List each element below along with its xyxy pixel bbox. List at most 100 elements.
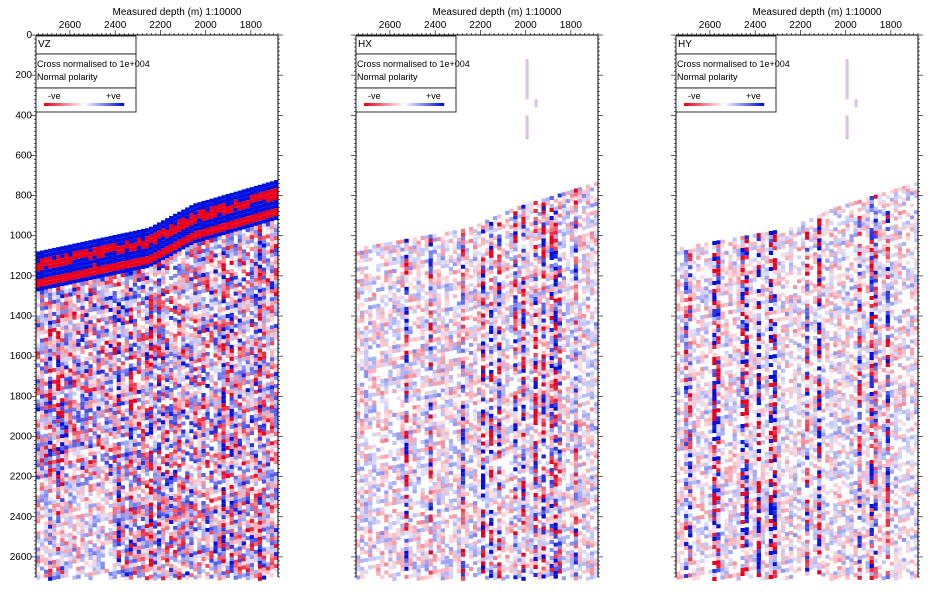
- heat-cell: [226, 202, 230, 206]
- heat-cell: [36, 343, 40, 347]
- heat-cell: [262, 196, 266, 200]
- heat-cell: [250, 223, 254, 227]
- heat-cell: [93, 523, 97, 527]
- heat-cell: [165, 342, 169, 346]
- heat-cell: [125, 273, 129, 277]
- heat-cell: [145, 276, 149, 280]
- heat-cell: [80, 570, 84, 574]
- heat-cell: [222, 275, 226, 279]
- heat-cell: [145, 540, 149, 544]
- heat-cell: [137, 326, 141, 330]
- heat-cell: [101, 490, 105, 494]
- heat-cell: [189, 549, 193, 553]
- heat-cell: [169, 216, 173, 220]
- heat-cell: [181, 442, 185, 446]
- heat-cell: [36, 267, 40, 271]
- heat-cell: [173, 542, 177, 546]
- heat-cell: [153, 401, 157, 405]
- heat-cell: [157, 266, 161, 270]
- heat-cell: [93, 467, 97, 471]
- heat-cell: [250, 463, 254, 467]
- heat-cell: [105, 381, 109, 385]
- heat-cell: [193, 319, 197, 323]
- heat-cell: [242, 265, 246, 269]
- heat-cell: [141, 441, 145, 445]
- heat-cell: [129, 320, 133, 324]
- heat-cell: [52, 428, 56, 432]
- heat-cell: [97, 423, 101, 427]
- heat-cell: [161, 256, 165, 260]
- heat-cell: [169, 408, 173, 412]
- heat-cell: [226, 226, 230, 230]
- heat-cell: [121, 525, 125, 529]
- heat-cell: [141, 317, 145, 321]
- heat-cell: [48, 377, 52, 381]
- heat-cell: [56, 547, 60, 551]
- heat-cell: [129, 272, 133, 276]
- heat-cell: [238, 203, 242, 207]
- heat-cell: [88, 540, 92, 544]
- heat-cell: [161, 356, 165, 360]
- heat-cell: [149, 519, 153, 523]
- heat-cell: [76, 507, 80, 511]
- heat-cell: [101, 290, 105, 294]
- heat-cell: [246, 196, 250, 200]
- heat-cell: [238, 227, 242, 231]
- heat-cell: [266, 210, 270, 214]
- heat-cell: [214, 266, 218, 270]
- heat-cell: [197, 282, 201, 286]
- heat-cell: [117, 258, 121, 262]
- heat-cell: [230, 445, 234, 449]
- heat-cell: [52, 540, 56, 544]
- heat-cell: [97, 263, 101, 267]
- heat-cell: [40, 471, 44, 475]
- heat-cell: [76, 547, 80, 551]
- heat-cell: [197, 566, 201, 570]
- heat-cell: [193, 347, 197, 351]
- heat-cell: [177, 308, 181, 312]
- heat-cell: [88, 392, 92, 396]
- heat-cell: [137, 370, 141, 374]
- heat-cell: [185, 255, 189, 259]
- heat-cell: [145, 464, 149, 468]
- heat-cell: [234, 404, 238, 408]
- heat-cell: [214, 466, 218, 470]
- heat-cell: [80, 426, 84, 430]
- heat-cell: [72, 260, 76, 264]
- heat-cell: [44, 282, 48, 286]
- heat-cell: [48, 421, 52, 425]
- heat-cell: [222, 523, 226, 527]
- heat-cell: [193, 519, 197, 523]
- heat-cell: [84, 241, 88, 245]
- heat-cell: [68, 393, 72, 397]
- heat-cell: [262, 236, 266, 240]
- heat-cell: [117, 538, 121, 542]
- heat-cell: [242, 397, 246, 401]
- heat-cell: [173, 254, 177, 258]
- heat-cell: [205, 208, 209, 212]
- heat-cell: [185, 487, 189, 491]
- heat-cell: [173, 250, 177, 254]
- heat-cell: [246, 220, 250, 224]
- heat-cell: [80, 290, 84, 294]
- heat-cell: [185, 451, 189, 455]
- heat-cell: [48, 365, 52, 369]
- heat-cell: [238, 239, 242, 243]
- heat-cell: [189, 253, 193, 257]
- heat-cell: [84, 417, 88, 421]
- heat-cell: [125, 393, 129, 397]
- heat-cell: [44, 470, 48, 474]
- heat-cell: [161, 496, 165, 500]
- heat-cell: [113, 307, 117, 311]
- heat-cell: [68, 273, 72, 277]
- heat-cell: [121, 361, 125, 365]
- heat-cell: [68, 277, 72, 281]
- heat-cell: [262, 472, 266, 476]
- heat-cell: [230, 297, 234, 301]
- heat-cell: [189, 285, 193, 289]
- heat-cell: [137, 454, 141, 458]
- heat-cell: [258, 361, 262, 365]
- heat-cell: [205, 400, 209, 404]
- heat-cell: [149, 367, 153, 371]
